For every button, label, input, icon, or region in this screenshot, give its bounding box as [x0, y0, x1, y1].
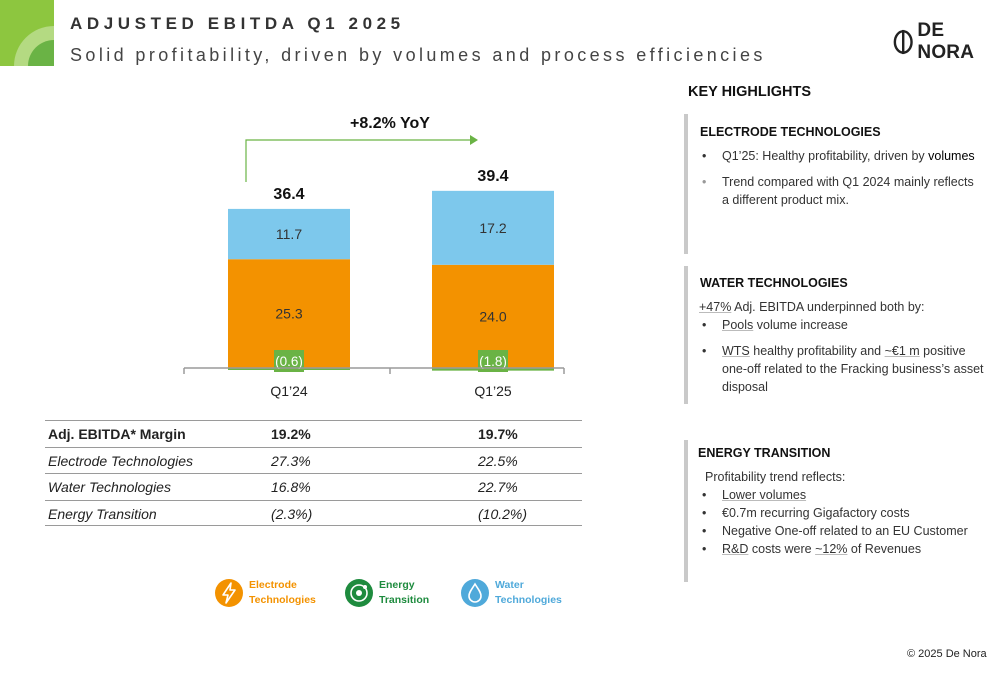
bar-segment-electrode — [228, 259, 350, 368]
table-row: Water Technologies 16.8% 22.7% — [45, 473, 582, 500]
section-title: ENERGY TRANSITION — [698, 446, 831, 460]
section-water: WATER TECHNOLOGIES +47% Adj. EBITDA unde… — [684, 266, 984, 404]
yoy-arrow-head — [470, 135, 478, 145]
data-label-electrode: 24.0 — [479, 308, 506, 324]
x-tick-label: Q1’24 — [270, 383, 308, 399]
atom-icon — [345, 579, 373, 607]
key-highlights-title: KEY HIGHLIGHTS — [688, 84, 811, 100]
table-row: Energy Transition (2.3%) (10.2%) — [45, 499, 582, 526]
cell-q1-24: 27.3% — [271, 452, 311, 469]
bullet: Trend compared with Q1 2024 mainly refle… — [700, 173, 984, 209]
section-title: ELECTRODE TECHNOLOGIES — [700, 125, 881, 139]
legend-label: Electrode Technologies — [249, 579, 316, 606]
row-label: Electrode Technologies — [48, 452, 194, 469]
legend-item-electrode: Electrode Technologies — [214, 578, 316, 608]
company-logo: DE NORA — [893, 20, 1000, 64]
bullet: WTS healthy profitability and ~€1 m posi… — [700, 342, 984, 396]
cell-q1-25: 19.7% — [478, 426, 518, 442]
bullet: Q1’25: Healthy profitability, driven by … — [700, 147, 984, 165]
bar-total-label: 36.4 — [273, 186, 304, 203]
bar-segment-water — [432, 190, 554, 265]
bullet: Pools volume increase — [700, 316, 984, 334]
page-title: ADJUSTED EBITDA Q1 2025 — [70, 14, 405, 33]
cell-q1-25: (10.2%) — [478, 505, 528, 522]
table-row: Electrode Technologies 27.3% 22.5% — [45, 446, 582, 474]
de-nora-logo-icon — [893, 29, 913, 55]
data-label-energy: (0.6) — [275, 354, 303, 369]
bullet: Lower volumes — [700, 486, 984, 504]
bullet: €0.7m recurring Gigafactory costs — [700, 504, 984, 522]
yoy-arrow-line — [245, 139, 470, 182]
water-drop-icon — [461, 579, 489, 607]
data-label-water: 11.7 — [276, 226, 302, 242]
energy-intro: Profitability trend reflects: — [705, 470, 846, 484]
copyright: © 2025 De Nora — [907, 648, 987, 660]
bullet: R&D costs were ~12% of Revenues — [700, 540, 984, 558]
cell-q1-24: (2.3%) — [271, 505, 313, 522]
section-electrode: ELECTRODE TECHNOLOGIES Q1’25: Healthy pr… — [684, 114, 984, 254]
cell-q1-25: 22.5% — [478, 452, 518, 469]
row-label: Water Technologies — [48, 479, 171, 495]
section-title: WATER TECHNOLOGIES — [700, 276, 848, 290]
row-label: Energy Transition — [48, 505, 157, 522]
cell-q1-24: 16.8% — [271, 479, 311, 495]
table-row: Adj. EBITDA* Margin 19.2% 19.7% — [45, 420, 582, 447]
legend-label: Water Technologies — [495, 579, 562, 606]
cell-q1-24: 19.2% — [271, 426, 311, 442]
chart-legend: Electrode Technologies Energy Transition W… — [214, 578, 594, 618]
energy-label-box — [274, 350, 304, 372]
page-subtitle: Solid profitability, driven by volumes a… — [70, 45, 766, 65]
legend-item-water: Water Technologies — [460, 578, 562, 608]
data-label-energy: (1.8) — [479, 354, 507, 369]
data-label-water: 17.2 — [479, 220, 506, 236]
bar-segment-water — [228, 208, 350, 260]
legend-label: Energy Transition — [379, 579, 430, 606]
logo-text: DE NORA — [917, 20, 975, 63]
bullet: Negative One-off related to an EU Custom… — [700, 522, 984, 540]
legend-item-energy: Energy Transition — [344, 578, 441, 608]
energy-label-box — [478, 350, 508, 372]
margin-table: Adj. EBITDA* Margin 19.2% 19.7% Electrod… — [45, 420, 582, 526]
ebitda-stacked-bar-chart: 25.3 11.7 (0.6) 36.4 Q1’24 24.0 17.2 (1.8) 39.4 Q… — [183, 115, 565, 399]
data-label-electrode: 25.3 — [275, 306, 302, 322]
cell-q1-25: 22.7% — [478, 479, 518, 495]
yoy-annotation: +8.2% YoY — [350, 115, 430, 132]
section-energy: ENERGY TRANSITION Profitability trend re… — [684, 440, 984, 582]
lightning-icon — [215, 579, 243, 607]
corner-decoration — [0, 0, 54, 66]
bar-total-label: 39.4 — [477, 168, 508, 185]
water-intro: +47% Adj. EBITDA underpinned both by: — [699, 300, 925, 314]
x-tick-label: Q1’25 — [474, 383, 512, 399]
row-label: Adj. EBITDA* Margin — [48, 426, 186, 442]
